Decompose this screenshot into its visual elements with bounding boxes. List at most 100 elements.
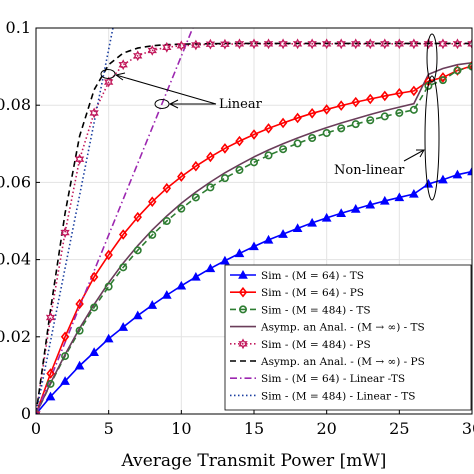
series-0-point [234, 248, 245, 258]
y-tick-label: 0.04 [0, 250, 31, 269]
series-1-point [60, 331, 70, 343]
series-2-point [322, 128, 331, 137]
series-line-7 [36, 28, 114, 414]
series-2-point [220, 174, 229, 183]
series-0-point [220, 255, 230, 265]
legend-label-7: Sim - (M = 484) - Linear - TS [261, 390, 415, 402]
y-tick-label: 0.08 [0, 95, 31, 114]
series-4-point [60, 227, 70, 238]
series-0-point [278, 229, 288, 238]
series-0-point [132, 310, 143, 320]
x-tick-label: 20 [316, 419, 336, 438]
x-tick-label: 30 [462, 419, 474, 438]
series-4-point [147, 44, 157, 56]
series-0-point [74, 360, 85, 370]
series-2-point [104, 282, 113, 291]
series-2-point [61, 352, 70, 361]
series-1-point [366, 93, 375, 105]
x-axis-title: Average Transmit Power [mW] [121, 451, 387, 471]
series-4-point [278, 38, 288, 50]
series-4-point [409, 38, 419, 50]
x-tick-label: 5 [104, 419, 114, 438]
series-2-point [119, 263, 128, 272]
y-tick-label: 0.06 [0, 172, 31, 191]
series-2-point [337, 124, 346, 133]
series-4-point [176, 40, 187, 52]
series-0-point [60, 376, 70, 385]
series-1-point [75, 298, 84, 310]
series-2-point [453, 66, 462, 75]
series-1-point [235, 135, 244, 147]
legend-marker-2 [239, 305, 248, 314]
series-1-point [278, 117, 288, 129]
series-0-point [45, 391, 56, 401]
y-tick-label: 0.02 [0, 327, 31, 346]
series-0-point [263, 234, 274, 244]
series-4-point [162, 41, 172, 53]
series-4-point [467, 38, 472, 50]
series-1-point [133, 211, 142, 223]
series-0-point [292, 223, 303, 233]
series-1-point [148, 196, 157, 207]
series-1-point [395, 87, 404, 99]
linear-ellipse-1 [100, 69, 116, 79]
legend: Sim - (M = 64) - TS Sim - (M = 64) - PS Si… [224, 264, 472, 411]
series-2-point [90, 303, 99, 312]
series-0-point [249, 241, 259, 251]
legend-marker-1 [238, 286, 248, 298]
series-0-point [161, 290, 172, 299]
ticks: 0 5 10 15 20 25 30 0 0.02 0.04 0.06 0.08 0.1 [0, 18, 474, 438]
linear-label: Linear [219, 97, 263, 112]
series-2-point [380, 112, 389, 121]
series-line-6 [36, 28, 194, 414]
legend-label-4: Sim - (M = 484) - PS [261, 339, 371, 351]
series-1-point [409, 85, 419, 97]
series-1-point [206, 151, 215, 163]
series-0-point [394, 192, 405, 202]
y-tick-label: 0 [21, 404, 31, 423]
series-0-point [176, 280, 187, 290]
series-4-point [89, 107, 99, 119]
series-1-point [162, 182, 172, 194]
series-4-point [438, 38, 448, 50]
series-2-point [438, 76, 447, 85]
series-2-point [250, 158, 259, 167]
series-1-point [307, 108, 317, 119]
series-4-point [249, 38, 259, 50]
nonlinear-ellipse-top [426, 33, 438, 83]
nonlinear-arrow [403, 149, 425, 162]
series-2-point [46, 379, 55, 388]
series-2-point [162, 217, 171, 226]
series-4-point [423, 38, 434, 50]
x-tick-label: 0 [31, 419, 41, 438]
series-2-point [75, 326, 84, 335]
series-1-point [438, 72, 448, 83]
x-tick-label: 25 [389, 419, 409, 438]
nonlinear-annotation: Non-linear [334, 33, 440, 201]
series-4-point [380, 38, 390, 50]
series-1-point [336, 100, 346, 111]
series-0-point [409, 188, 419, 198]
series-4-point [220, 38, 230, 50]
legend-box [224, 264, 472, 411]
series-1-point [46, 368, 55, 379]
series-0-point [365, 199, 376, 209]
series-2-point [279, 145, 288, 154]
series-0-point [118, 322, 129, 331]
legend-marker-0 [238, 269, 248, 279]
y-tick-label: 0.1 [6, 18, 31, 37]
linear-arrowhead-2 [168, 99, 179, 109]
series-0-point [467, 166, 472, 176]
series-4-point [36, 408, 41, 414]
series-1-point [351, 96, 360, 108]
series-4-point [191, 39, 201, 51]
series-0-point [191, 271, 201, 281]
series-4-point [365, 38, 375, 50]
series-1-point [104, 249, 113, 261]
legend-label-1: Sim - (M = 64) - PS [261, 287, 364, 299]
series-0-point [307, 217, 317, 227]
series-0-point [103, 333, 114, 343]
series-1-point [89, 271, 99, 283]
linear-arrowhead-1 [114, 72, 126, 81]
linear-annotation: Linear [100, 69, 263, 112]
